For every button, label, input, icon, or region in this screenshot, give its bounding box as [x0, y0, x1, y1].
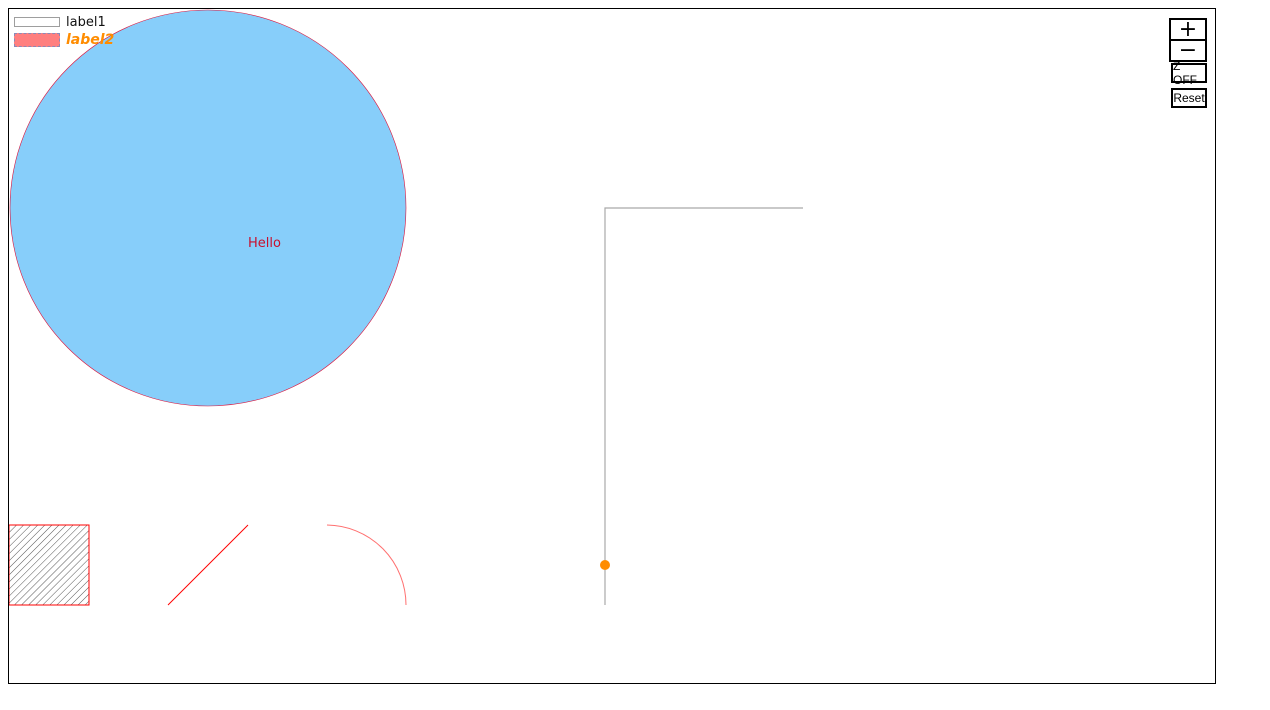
z-toggle-button[interactable]: Z OFF	[1171, 59, 1207, 87]
point-marker[interactable]	[600, 560, 610, 570]
corner-polyline[interactable]	[604, 207, 803, 605]
legend: label1 label2	[14, 13, 114, 49]
zoom-out-button[interactable]: −	[1171, 39, 1205, 61]
zoom-in-button[interactable]: +	[1178, 16, 1198, 42]
reset-button[interactable]: Reset	[1171, 88, 1207, 108]
hatched-square[interactable]	[9, 524, 90, 606]
drawing-surface[interactable]: Hello	[9, 9, 1215, 683]
legend-item-label2: label2	[14, 31, 114, 49]
legend-item-label1: label1	[14, 13, 114, 31]
arc-shape[interactable]	[326, 524, 407, 606]
drawing-canvas[interactable]: Hello label1 label2 + − Z OFF Reset	[8, 8, 1216, 684]
legend-swatch-label2	[14, 33, 60, 47]
circle-shape[interactable]	[9, 9, 407, 407]
legend-label-label2: label2	[66, 32, 115, 48]
diagonal-line[interactable]	[167, 524, 249, 606]
legend-label-label1: label1	[66, 14, 106, 30]
circle-label: Hello	[248, 236, 281, 251]
zoom-control: + −	[1169, 18, 1207, 62]
legend-swatch-label1	[14, 17, 60, 27]
